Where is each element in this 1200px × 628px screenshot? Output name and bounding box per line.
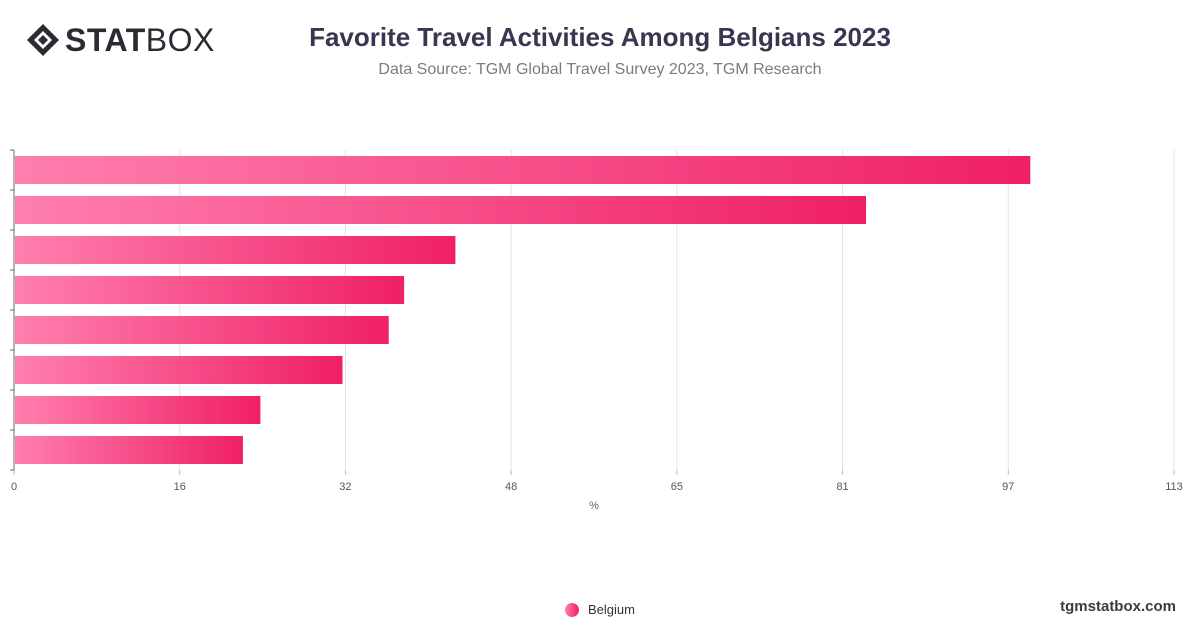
bar-belgium[interactable] [15,316,389,344]
x-tick-label: 32 [339,481,351,493]
statbox-logo: STATBOX [26,22,215,58]
bar-belgium[interactable] [15,436,243,464]
logo-wordmark: STATBOX [65,22,215,58]
x-tick-label: 65 [671,481,683,493]
statbox-diamond-icon [27,24,59,56]
chart-legend[interactable]: Belgium [0,602,1200,617]
logo-text-light: BOX [145,22,215,58]
bar-belgium[interactable] [15,276,405,304]
chart-subtitle: Data Source: TGM Global Travel Survey 20… [378,61,822,78]
x-axis-label: % [589,500,599,512]
website-label[interactable]: tgmstatbox.com [1060,598,1176,615]
bar-belgium[interactable] [15,396,261,424]
bar-belgium[interactable] [15,356,343,384]
x-tick-label: 81 [836,481,848,493]
legend-swatch-belgium [565,602,580,617]
x-tick-label: 113 [1165,481,1183,493]
x-tick-label: 0 [11,481,17,493]
bar-belgium[interactable] [15,236,456,264]
chart-title: Favorite Travel Activities Among Belgian… [309,22,891,52]
bar-belgium[interactable] [15,196,867,224]
bar-belgium[interactable] [15,156,1031,184]
x-tick-label: 48 [505,481,517,493]
logo-text-bold: STAT [65,22,146,58]
legend-label-belgium: Belgium [588,602,635,617]
x-tick-label: 97 [1002,481,1014,493]
x-tick-label: 16 [174,481,186,493]
